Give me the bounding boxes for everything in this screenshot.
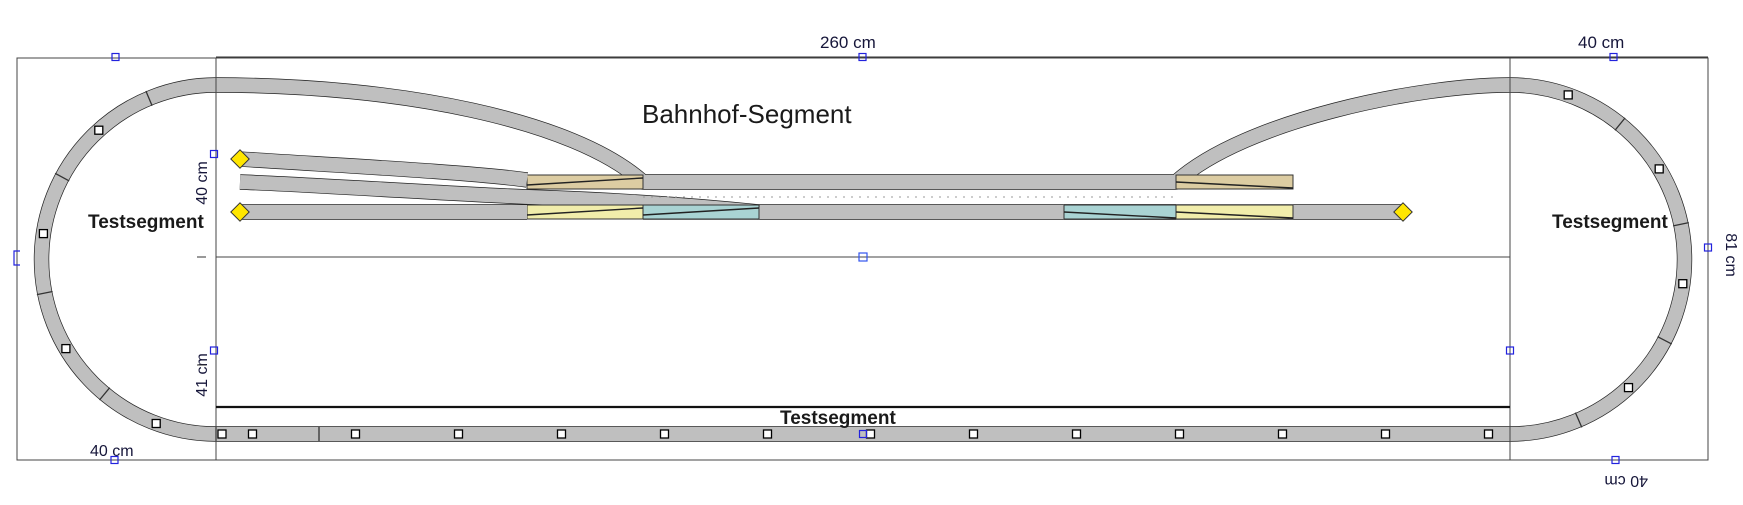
svg-text:Bahnhof-Segment: Bahnhof-Segment xyxy=(642,99,852,129)
svg-text:Testsegment: Testsegment xyxy=(1552,212,1668,233)
svg-text:Testsegment: Testsegment xyxy=(88,212,204,233)
svg-text:40 cm: 40 cm xyxy=(1604,472,1648,489)
svg-text:40 cm: 40 cm xyxy=(194,161,211,205)
svg-text:40 cm: 40 cm xyxy=(1578,33,1624,52)
svg-text:41 cm: 41 cm xyxy=(194,353,211,397)
svg-text:81 cm: 81 cm xyxy=(1722,233,1739,277)
svg-text:Testsegment: Testsegment xyxy=(780,408,896,429)
svg-text:40 cm: 40 cm xyxy=(90,443,134,460)
svg-text:260 cm: 260 cm xyxy=(820,33,876,52)
